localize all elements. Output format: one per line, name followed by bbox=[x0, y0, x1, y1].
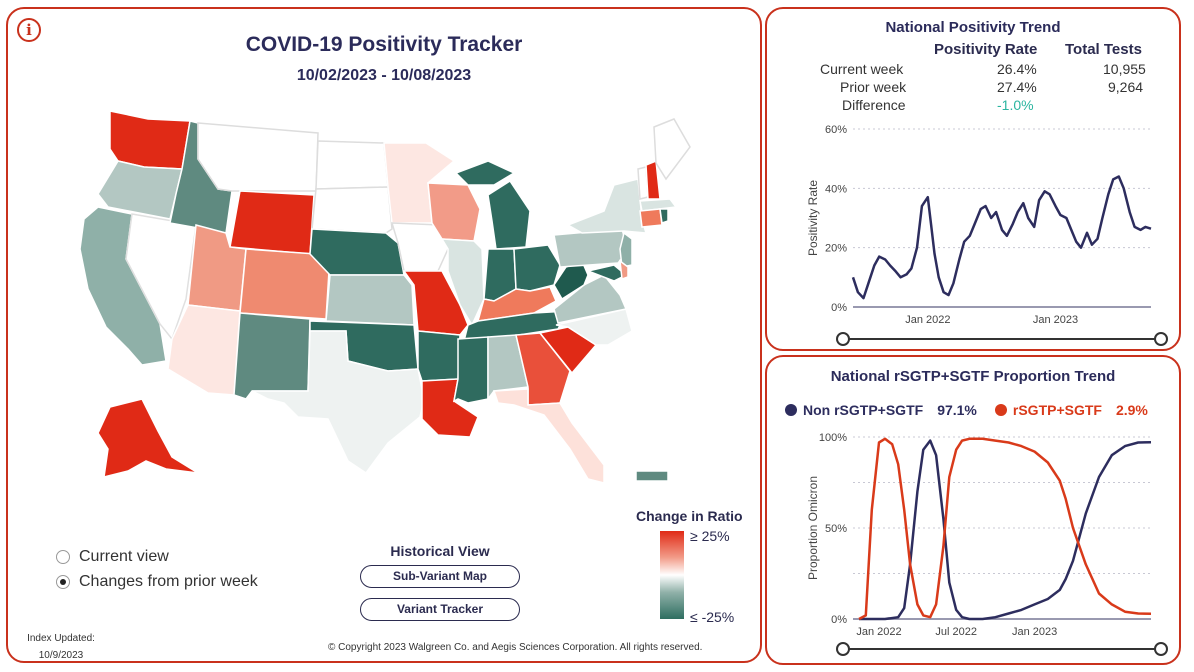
index-updated: Index Updated: 10/9/2023 bbox=[26, 630, 96, 664]
view-option-changes[interactable]: Changes from prior week bbox=[56, 573, 258, 591]
series-line bbox=[851, 175, 1152, 300]
state-ct[interactable] bbox=[639, 208, 663, 228]
state-ms[interactable] bbox=[452, 336, 489, 404]
col-tests-header: Total Tests bbox=[1065, 41, 1142, 58]
state-ne[interactable] bbox=[309, 228, 405, 276]
state-pa[interactable] bbox=[553, 228, 629, 268]
sgtf-title: National rSGTP+SGTF Proportion Trend bbox=[830, 368, 1116, 385]
legend-series-value: 2.9% bbox=[1115, 402, 1148, 418]
legend-low-label: ≤ -25% bbox=[690, 609, 735, 625]
state-wy[interactable] bbox=[229, 190, 315, 255]
state-tx[interactable] bbox=[251, 330, 425, 475]
x-tick-label: Jan 2022 bbox=[905, 314, 950, 326]
state-de[interactable] bbox=[619, 259, 629, 281]
state-ma[interactable] bbox=[639, 198, 678, 212]
state-mi-upper[interactable] bbox=[454, 160, 516, 186]
territory-pr[interactable] bbox=[635, 470, 669, 482]
state-ks[interactable] bbox=[325, 274, 415, 326]
y-axis-label: Positivity Rate bbox=[806, 180, 820, 256]
state-sd[interactable] bbox=[311, 186, 393, 234]
positivity-trend-chart: 0% 20% 40% 60% Jan 2022 Jan 2023 Positivity Ra… bbox=[806, 124, 1168, 346]
y-axis-label: Proportion Omicron bbox=[806, 476, 820, 580]
legend-series-value: 97.1% bbox=[937, 402, 977, 418]
row-label: Current week bbox=[820, 61, 904, 77]
row-tests: 9,264 bbox=[1108, 79, 1144, 95]
sub-variant-map-button[interactable]: Sub-Variant Map bbox=[360, 565, 520, 588]
y-tick-label: 0% bbox=[831, 302, 847, 314]
x-tick-label: Jan 2023 bbox=[1033, 314, 1078, 326]
state-me[interactable] bbox=[653, 118, 691, 181]
state-ar[interactable] bbox=[417, 330, 461, 382]
sgtf-legend: Non rSGTP+SGTF 97.1% rSGTP+SGTF 2.9% bbox=[785, 402, 1148, 418]
series-line bbox=[858, 437, 1152, 621]
legend-dot-icon bbox=[994, 404, 1007, 416]
x-tick-label: Jul 2022 bbox=[935, 626, 977, 638]
date-range: 10/02/2023 - 10/08/2023 bbox=[296, 67, 472, 84]
state-fl[interactable] bbox=[492, 388, 605, 484]
x-tick-label: Jan 2022 bbox=[856, 626, 901, 638]
trend-title: National Positivity Trend bbox=[885, 19, 1061, 36]
state-ny[interactable] bbox=[566, 178, 648, 234]
copyright: © Copyright 2023 Walgreen Co. and Aegis … bbox=[328, 642, 703, 653]
positivity-trend-panel: National Positivity Trend Positivity Rat… bbox=[765, 7, 1181, 351]
sgtf-trend-panel: National rSGTP+SGTF Proportion Trend Non… bbox=[765, 355, 1181, 665]
legend-series-name: rSGTP+SGTF bbox=[1012, 402, 1102, 418]
sgtf-trend-chart: 0% 50% 100% Jan 2022 Jul 2022 Jan 2023 Proport… bbox=[806, 432, 1168, 656]
us-choropleth-map[interactable] bbox=[48, 99, 698, 499]
y-tick-label: 50% bbox=[825, 523, 847, 535]
index-updated-date: 10/9/2023 bbox=[38, 650, 84, 661]
y-tick-label: 100% bbox=[819, 432, 847, 444]
historical-view-title: Historical View bbox=[390, 543, 490, 559]
y-tick-label: 60% bbox=[825, 124, 847, 136]
index-updated-label: Index Updated: bbox=[27, 633, 95, 644]
range-slider-start-handle[interactable] bbox=[836, 642, 850, 656]
y-tick-label: 20% bbox=[825, 243, 847, 255]
view-option-label: Changes from prior week bbox=[79, 573, 258, 590]
state-mi[interactable] bbox=[487, 179, 531, 250]
legend-gradient bbox=[660, 531, 684, 619]
legend-high-label: ≥ 25% bbox=[690, 528, 730, 544]
view-option-label: Current view bbox=[79, 548, 169, 565]
x-tick-label: Jan 2023 bbox=[1012, 626, 1057, 638]
view-option-current[interactable]: Current view bbox=[56, 548, 169, 566]
row-rate-difference: -1.0% bbox=[997, 97, 1034, 113]
info-icon[interactable]: i bbox=[17, 18, 41, 42]
series-line bbox=[859, 439, 1152, 621]
legend-series-name: Non rSGTP+SGTF bbox=[803, 402, 924, 418]
state-al[interactable] bbox=[487, 334, 529, 402]
state-oh[interactable] bbox=[513, 244, 561, 292]
range-slider-end-handle[interactable] bbox=[1154, 332, 1168, 346]
row-rate: 26.4% bbox=[997, 61, 1037, 77]
state-mo[interactable] bbox=[402, 270, 469, 336]
state-nm[interactable] bbox=[233, 312, 311, 400]
state-mt[interactable] bbox=[197, 122, 319, 192]
state-nd[interactable] bbox=[315, 140, 389, 190]
legend-dot-icon bbox=[785, 404, 797, 416]
map-panel: i COVID-19 Positivity Tracker 10/02/2023… bbox=[6, 7, 762, 663]
range-slider-end-handle[interactable] bbox=[1154, 642, 1168, 656]
row-rate: 27.4% bbox=[997, 79, 1037, 95]
row-tests: 10,955 bbox=[1103, 61, 1146, 77]
page-title: COVID-19 Positivity Tracker bbox=[245, 33, 523, 56]
state-ri[interactable] bbox=[659, 208, 669, 224]
radio-icon[interactable] bbox=[56, 550, 70, 564]
state-wa[interactable] bbox=[109, 110, 191, 170]
radio-selected-icon[interactable] bbox=[56, 575, 70, 589]
y-tick-label: 0% bbox=[831, 614, 847, 626]
row-label: Difference bbox=[842, 97, 906, 113]
range-slider-start-handle[interactable] bbox=[836, 332, 850, 346]
state-ak[interactable] bbox=[97, 398, 199, 478]
row-label: Prior week bbox=[840, 79, 907, 95]
variant-tracker-button[interactable]: Variant Tracker bbox=[360, 598, 520, 621]
y-tick-label: 40% bbox=[825, 183, 847, 195]
col-rate-header: Positivity Rate bbox=[934, 41, 1038, 58]
legend-title: Change in Ratio bbox=[636, 508, 743, 524]
